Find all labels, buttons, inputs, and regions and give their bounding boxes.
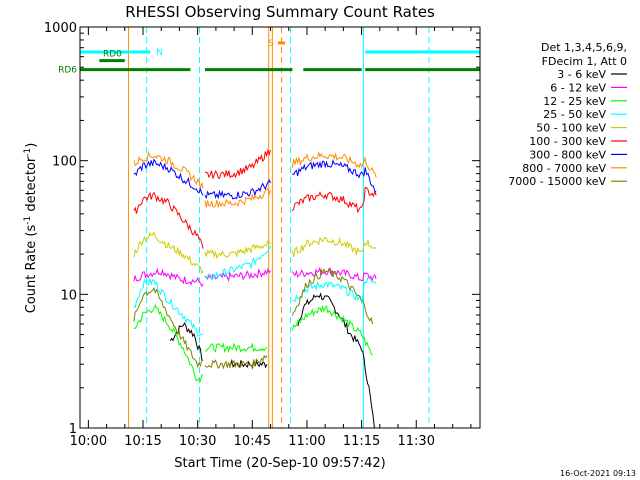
chart-title: RHESSI Observing Summary Count Rates <box>125 3 435 21</box>
legend-label-50-100-kev: 50 - 100 keV <box>536 122 606 135</box>
series-7000-15000-kev-segment-2 <box>291 267 373 325</box>
plot-frame <box>79 26 481 429</box>
series-7000-15000-kev-segment-0 <box>133 287 204 369</box>
x-axis-label: Start Time (20-Sep-10 09:57:42) <box>174 456 385 471</box>
series-3-6-kev-segment-2 <box>297 292 375 429</box>
y-tick-label: 1000 <box>44 21 77 36</box>
x-tick-label: 11:00 <box>288 434 325 449</box>
legend-label-800-7000-kev: 800 - 7000 keV <box>522 162 606 175</box>
bars-layer: N RD0 RD6 S <box>58 39 480 76</box>
series-25-50-kev-segment-1 <box>204 245 271 280</box>
series-50-100-kev-segment-1 <box>204 239 271 260</box>
series-12-25-kev-segment-1 <box>204 342 268 353</box>
series-300-800-kev-segment-0 <box>133 158 204 196</box>
x-tick-label: 10:45 <box>234 434 271 449</box>
y-tick-label: 10 <box>60 288 77 303</box>
legend-label-6-12-kev: 6 - 12 keV <box>550 81 606 94</box>
series-100-300-kev-segment-1 <box>204 148 271 179</box>
x-tick-label: 10:30 <box>179 434 216 449</box>
legend-header-line2: FDecim 1, Att 0 <box>542 55 627 68</box>
series-25-50-kev-segment-0 <box>133 278 204 337</box>
series-layer <box>133 148 377 429</box>
legend: Det 1,3,4,5,6,9, FDecim 1, Att 0 3 - 6 k… <box>508 41 627 188</box>
series-800-7000-kev-segment-0 <box>133 150 204 189</box>
legend-label-7000-15000-kev: 7000 - 15000 keV <box>508 175 606 188</box>
x-tick-label: 11:15 <box>343 434 380 449</box>
series-100-300-kev-segment-0 <box>133 191 204 249</box>
series-6-12-kev-segment-1 <box>204 267 271 283</box>
series-6-12-kev-segment-0 <box>133 267 204 288</box>
timestamp: 16-Oct-2021 09:13 <box>560 469 636 478</box>
series-50-100-kev-segment-0 <box>133 231 204 275</box>
bar-label-rd6: RD6 <box>58 66 77 76</box>
bar-label-rd0: RD0 <box>103 50 122 60</box>
legend-header-line1: Det 1,3,4,5,6,9, <box>541 41 627 54</box>
series-800-7000-kev-segment-2 <box>291 151 377 178</box>
x-tick-label: 10:00 <box>70 434 107 449</box>
legend-label-300-800-kev: 300 - 800 keV <box>529 148 606 161</box>
series-300-800-kev-segment-2 <box>292 159 377 193</box>
x-tick-label: 10:15 <box>124 434 161 449</box>
x-tick-label: 11:30 <box>398 434 435 449</box>
series-7000-15000-kev-segment-1 <box>204 354 268 370</box>
series-12-25-kev-segment-0 <box>133 304 204 383</box>
legend-label-100-300-kev: 100 - 300 keV <box>529 135 606 148</box>
legend-label-12-25-kev: 12 - 25 keV <box>543 95 606 108</box>
bar-label-n: N <box>156 48 163 58</box>
series-800-7000-kev-segment-1 <box>204 188 271 208</box>
y-tick-label: 1 <box>69 422 77 437</box>
bar-label-s: S <box>268 39 274 49</box>
series-12-25-kev-segment-2 <box>291 304 373 356</box>
series-3-6-kev-segment-0 <box>169 322 204 361</box>
y-tick-label: 100 <box>52 155 77 170</box>
y-axis-label: Count Rate (s-1 detector-1) <box>23 143 39 314</box>
lines-layer <box>79 27 430 428</box>
series-300-800-kev-segment-1 <box>204 178 271 200</box>
legend-label-25-50-kev: 25 - 50 keV <box>543 108 606 121</box>
series-100-300-kev-segment-2 <box>291 186 377 214</box>
legend-label-3-6-kev: 3 - 6 keV <box>557 68 606 81</box>
ticks-layer: 10:00 10:15 10:30 10:45 11:00 11:15 11:30 1 10 10… <box>44 21 480 449</box>
series-50-100-kev-segment-2 <box>291 236 377 258</box>
